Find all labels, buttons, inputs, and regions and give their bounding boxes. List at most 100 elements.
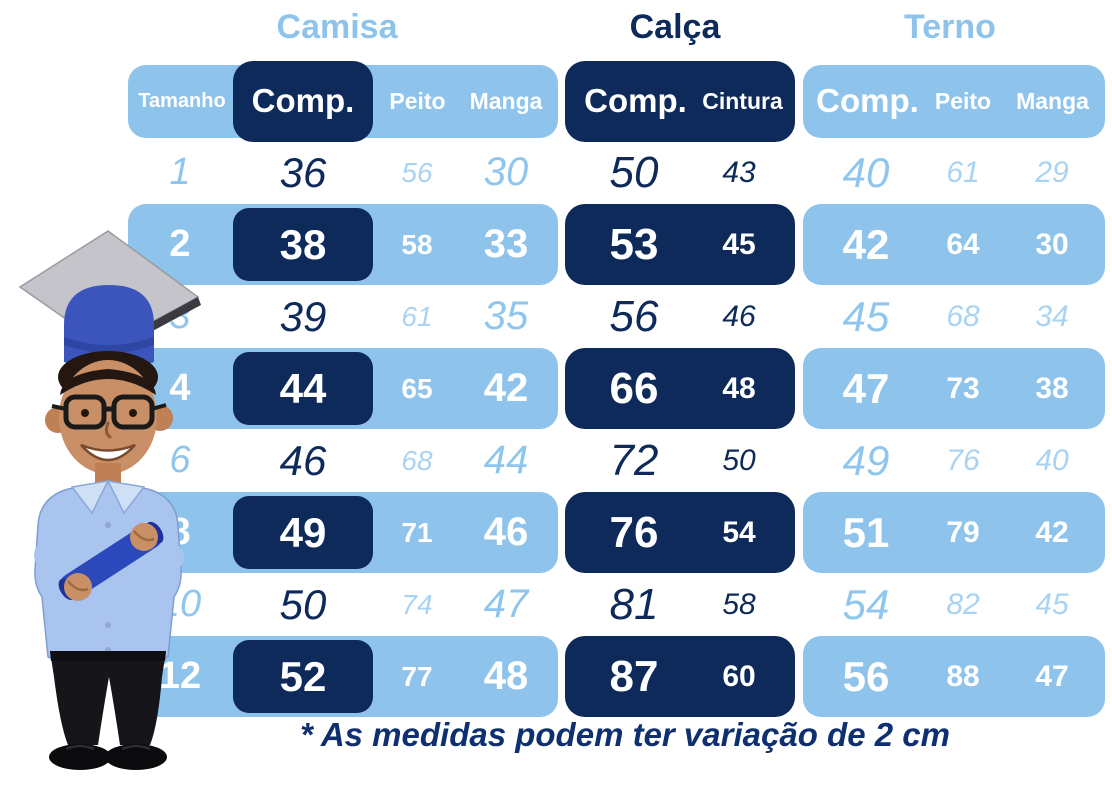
table-row-size-12: 12 52 77 48 87 60 56 88 47 — [0, 635, 1112, 717]
row-band-terno — [803, 203, 1105, 285]
hand — [130, 523, 158, 551]
header-terno-comp: Comp. — [816, 82, 919, 119]
cell-calca-comp: 53 — [609, 219, 659, 269]
cell-camisa-comp: 39 — [279, 292, 327, 340]
camisa-comp-highlight-box — [233, 639, 373, 713]
graduation-cap — [18, 230, 201, 370]
calca-header-box — [565, 61, 795, 142]
cell-camisa-comp: 49 — [279, 508, 327, 556]
table-row-size-4: 4 44 65 42 66 48 47 73 38 — [0, 347, 1112, 429]
cell-camisa-comp: 46 — [279, 436, 327, 484]
cell-tamanho: 1 — [169, 150, 191, 193]
header-terno-manga: Manga — [1016, 88, 1089, 114]
header-terno-peito: Peito — [934, 88, 992, 114]
row-band-calca — [565, 347, 795, 429]
cell-calca-comp: 81 — [609, 579, 659, 629]
cell-terno-manga: 42 — [1035, 515, 1069, 549]
terno-header-band — [803, 65, 1105, 138]
cell-calca-comp: 56 — [609, 291, 659, 341]
cell-camisa-peito: 61 — [401, 300, 433, 332]
cell-terno-manga: 34 — [1035, 299, 1069, 333]
header-camisa-peito: Peito — [389, 88, 446, 114]
cell-camisa-manga: 44 — [483, 437, 529, 482]
hand — [64, 573, 92, 601]
cell-calca-comp: 76 — [609, 507, 659, 557]
cell-camisa-comp: 52 — [279, 652, 327, 700]
table-row-size-2: 2 38 58 33 53 45 42 64 30 — [0, 203, 1112, 285]
table-row-size-1: 1 36 56 30 50 43 40 61 29 — [0, 132, 1112, 213]
table-row-size-10: 10 50 74 47 81 58 54 82 45 — [0, 564, 1112, 645]
cell-calca-comp: 87 — [609, 651, 659, 701]
cell-camisa-manga: 35 — [483, 293, 529, 338]
row-band-calca — [565, 635, 795, 717]
cell-tamanho: 12 — [158, 654, 202, 697]
cell-tamanho: 4 — [169, 366, 191, 409]
cell-camisa-manga: 48 — [483, 653, 529, 698]
cell-terno-comp: 51 — [842, 508, 890, 556]
table-row-size-3: 33961355646456834 — [0, 276, 1112, 357]
cell-terno-comp: 49 — [842, 436, 890, 484]
cell-camisa-manga: 42 — [483, 365, 529, 410]
cell-calca-cintura: 50 — [722, 443, 756, 477]
row-band-calca — [565, 491, 795, 573]
cell-camisa-peito: 71 — [401, 516, 433, 548]
graduate-boy-photo — [18, 230, 201, 770]
table-row-size-6: 6 46 68 44 72 50 49 76 40 — [0, 420, 1112, 501]
cell-tamanho: 6 — [169, 438, 191, 481]
cell-terno-peito: 68 — [946, 299, 980, 333]
camisa-comp-highlight-box — [233, 351, 373, 425]
row-band-terno — [803, 347, 1105, 429]
terno-title: Terno — [904, 8, 996, 46]
cell-terno-peito: 88 — [946, 659, 980, 693]
cell-terno-manga: 40 — [1035, 443, 1069, 477]
cell-terno-peito: 82 — [946, 587, 980, 621]
camisa-comp-highlight-box — [233, 495, 373, 569]
measurement-variation-note: * As medidas podem ter variação de 2 cm — [300, 716, 950, 753]
shoes — [49, 744, 167, 770]
cell-terno-comp: 56 — [842, 652, 890, 700]
cell-terno-peito: 73 — [946, 371, 980, 405]
cell-camisa-peito: 68 — [401, 444, 433, 476]
cell-terno-manga: 38 — [1035, 371, 1069, 405]
cell-terno-comp: 54 — [842, 580, 890, 628]
cell-terno-comp: 42 — [842, 220, 890, 268]
cell-calca-cintura: 48 — [722, 371, 756, 405]
cell-terno-peito: 79 — [946, 515, 980, 549]
cell-calca-cintura: 60 — [722, 659, 756, 693]
cell-terno-comp: 45 — [842, 292, 890, 340]
cell-calca-cintura: 45 — [722, 227, 756, 261]
header-calca-comp: Comp. — [584, 82, 687, 119]
cell-camisa-comp: 50 — [279, 580, 327, 628]
cell-calca-comp: 72 — [609, 435, 659, 485]
cell-calca-comp: 66 — [609, 363, 659, 413]
cell-camisa-manga: 33 — [483, 221, 529, 266]
cell-camisa-manga: 47 — [483, 581, 529, 626]
row-band-calca — [565, 203, 795, 285]
row-band-terno — [803, 635, 1105, 717]
pants — [50, 651, 166, 745]
cell-terno-manga: 47 — [1035, 659, 1069, 693]
glasses — [51, 394, 167, 430]
cell-terno-manga: 29 — [1035, 155, 1069, 189]
cell-calca-comp: 50 — [609, 147, 659, 197]
cell-terno-peito: 76 — [946, 443, 980, 477]
cell-camisa-comp: 38 — [279, 220, 327, 268]
camisa-comp-header-box — [233, 61, 373, 142]
cell-camisa-manga: 30 — [483, 149, 529, 194]
cell-camisa-peito: 77 — [401, 660, 433, 692]
cell-camisa-comp: 44 — [279, 364, 327, 412]
header-tamanho: Tamanho — [138, 90, 226, 112]
header-camisa-comp: Comp. — [251, 82, 355, 119]
cell-camisa-peito: 56 — [401, 156, 433, 188]
camisa-comp-highlight-box — [233, 207, 373, 281]
cell-terno-peito: 64 — [946, 227, 980, 261]
cell-camisa-peito: 65 — [401, 372, 433, 404]
cell-camisa-manga: 46 — [483, 509, 529, 554]
cell-calca-cintura: 54 — [722, 515, 756, 549]
cell-terno-comp: 47 — [842, 364, 890, 412]
row-band-terno — [803, 491, 1105, 573]
calca-title: Calça — [629, 8, 721, 46]
cell-camisa-comp: 36 — [279, 148, 327, 196]
cell-camisa-peito: 74 — [401, 588, 433, 620]
